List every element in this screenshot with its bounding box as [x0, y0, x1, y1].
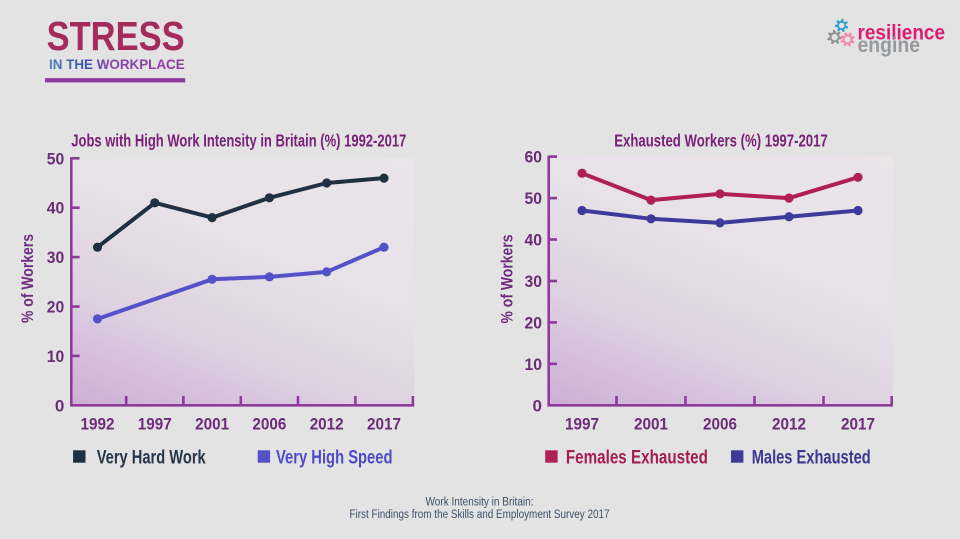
- svg-text:Jobs with High Work Intensity: Jobs with High Work Intensity in Britain…: [71, 131, 406, 151]
- svg-text:2001: 2001: [195, 415, 229, 434]
- svg-text:1997: 1997: [138, 415, 172, 434]
- svg-text:50: 50: [47, 149, 65, 168]
- svg-text:2001: 2001: [634, 415, 668, 434]
- svg-text:Exhausted Workers (%) 1997-201: Exhausted Workers (%) 1997-2017: [614, 131, 828, 151]
- svg-text:IN THE WORKPLACE: IN THE WORKPLACE: [49, 57, 185, 72]
- svg-text:2017: 2017: [367, 415, 401, 434]
- svg-text:30: 30: [47, 248, 65, 267]
- svg-text:Very Hard Work: Very Hard Work: [97, 446, 206, 468]
- svg-text:2012: 2012: [772, 415, 806, 434]
- svg-text:1992: 1992: [81, 415, 115, 434]
- svg-text:% of Workers: % of Workers: [497, 235, 516, 324]
- svg-text:20: 20: [525, 313, 543, 332]
- svg-text:Very High Speed: Very High Speed: [276, 446, 393, 468]
- svg-text:0: 0: [533, 396, 542, 415]
- svg-text:20: 20: [47, 298, 65, 317]
- svg-text:First Findings from the Skills: First Findings from the Skills and Emplo…: [350, 509, 610, 521]
- svg-text:Work Intensity in Britain:: Work Intensity in Britain:: [426, 497, 534, 509]
- svg-text:resilience: resilience: [858, 22, 946, 45]
- svg-text:engine: engine: [858, 34, 921, 57]
- svg-text:1997: 1997: [565, 415, 599, 434]
- svg-text:10: 10: [525, 355, 543, 374]
- svg-text:40: 40: [47, 199, 65, 218]
- svg-text:50: 50: [525, 189, 543, 208]
- svg-text:Females Exhausted: Females Exhausted: [566, 446, 708, 468]
- svg-text:% of Workers: % of Workers: [18, 234, 37, 323]
- svg-text:10: 10: [47, 347, 65, 366]
- svg-text:2012: 2012: [310, 415, 344, 434]
- svg-text:STRESS: STRESS: [47, 13, 185, 59]
- svg-text:0: 0: [55, 396, 64, 415]
- svg-text:30: 30: [525, 272, 543, 291]
- svg-text:2017: 2017: [841, 415, 875, 434]
- svg-text:2006: 2006: [703, 415, 737, 434]
- svg-text:Males Exhausted: Males Exhausted: [752, 446, 871, 468]
- svg-text:2006: 2006: [252, 415, 286, 434]
- svg-text:40: 40: [525, 231, 543, 250]
- svg-text:60: 60: [525, 148, 543, 167]
